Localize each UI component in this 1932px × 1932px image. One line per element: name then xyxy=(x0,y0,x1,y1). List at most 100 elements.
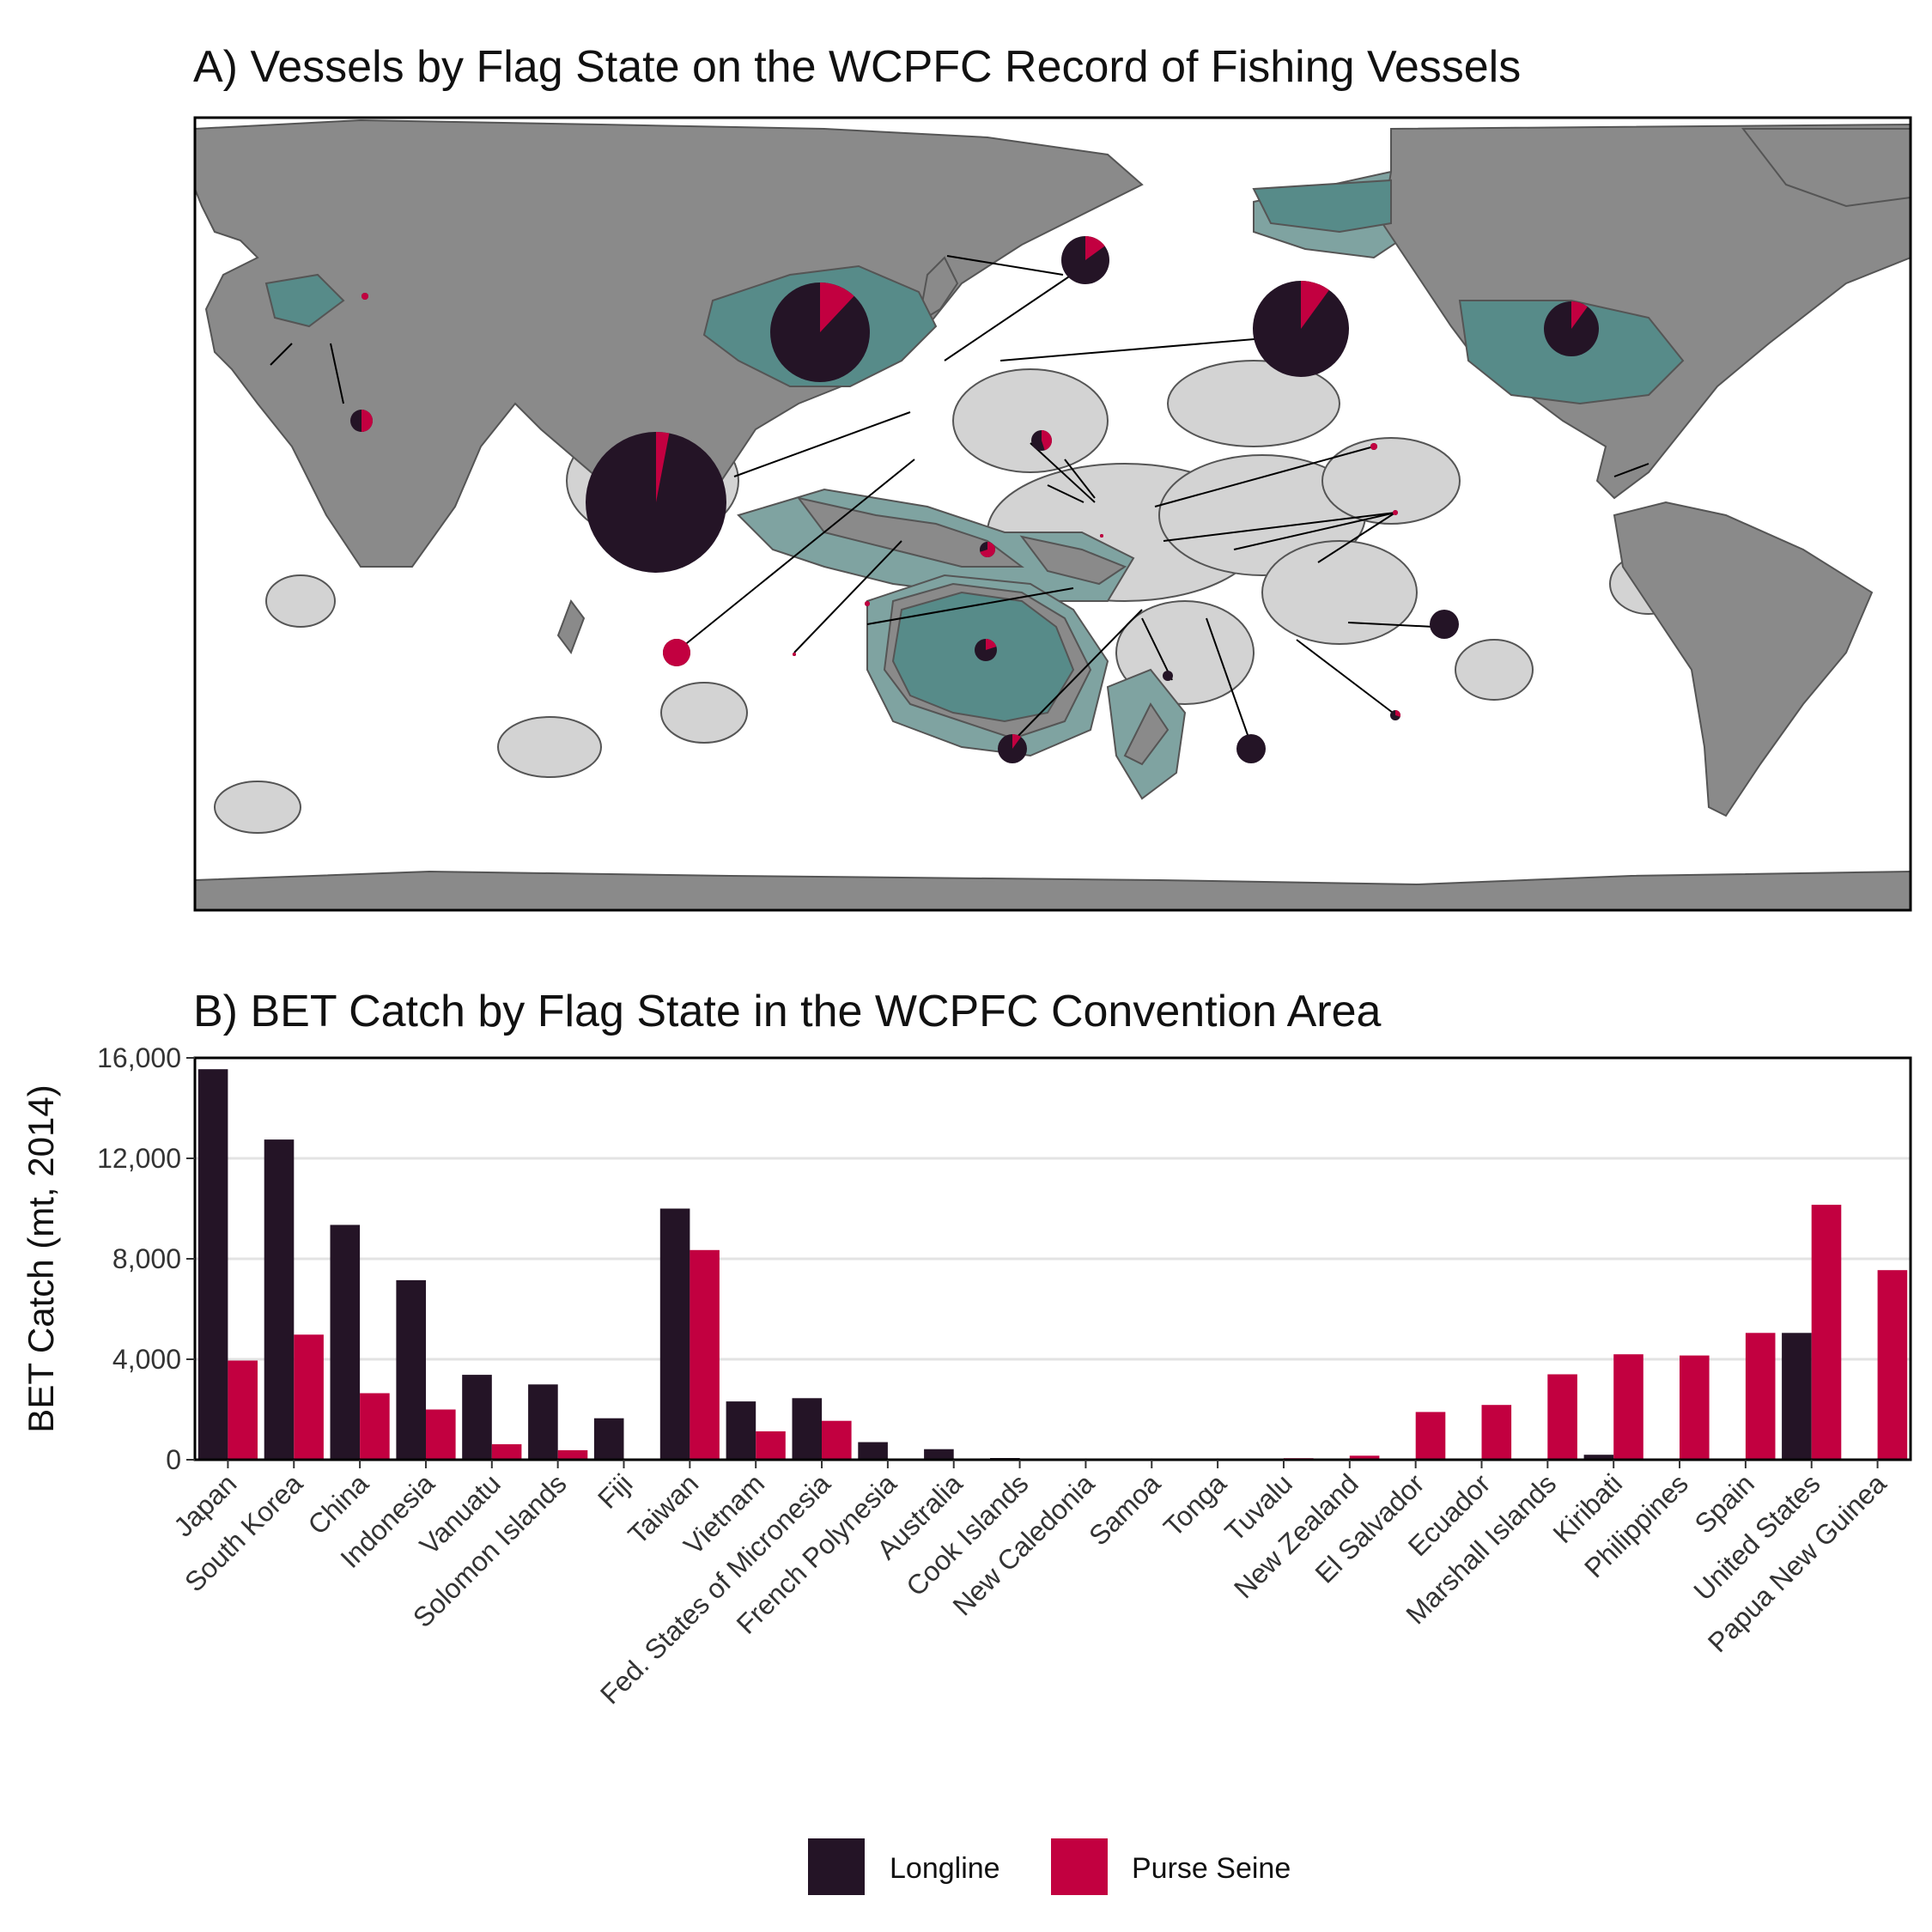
land xyxy=(1019,535,1127,586)
legend-label-purse-seine: Purse Seine xyxy=(1132,1852,1291,1885)
pie-purse-seine xyxy=(1301,281,1329,329)
y-tick-label: 12,000 xyxy=(97,1143,181,1174)
pie-purse-seine xyxy=(820,283,854,332)
leader-line xyxy=(944,267,1083,361)
bar-purse-seine xyxy=(1811,1205,1842,1460)
bar-purse-seine xyxy=(360,1393,390,1460)
map-frame xyxy=(193,116,1912,912)
leader-line xyxy=(866,587,1074,625)
bar-purse-seine xyxy=(1745,1333,1776,1460)
bar-purse-seine xyxy=(557,1449,588,1460)
bar-longline xyxy=(1583,1455,1614,1460)
member-land xyxy=(264,273,345,328)
eez-area xyxy=(1167,360,1340,447)
pie-purse-seine xyxy=(1571,301,1588,329)
bar-purse-seine xyxy=(294,1334,324,1460)
y-tick-label: 0 xyxy=(166,1444,181,1475)
land xyxy=(796,496,1024,568)
vessel-pie xyxy=(1253,281,1349,377)
panel-a-title: A) Vessels by Flag State on the WCPFC Re… xyxy=(193,42,1521,92)
pie-purse-seine xyxy=(986,639,997,650)
y-tick-label: 16,000 xyxy=(97,1042,181,1073)
pie-longline xyxy=(1236,734,1266,763)
leader-line xyxy=(1008,609,1143,746)
bar-longline xyxy=(197,1069,228,1460)
pie-purse-seine xyxy=(1042,430,1052,451)
pie-purse-seine xyxy=(361,293,368,300)
legend: Longline Purse Seine xyxy=(808,1838,1291,1895)
vessel-pie xyxy=(1390,710,1401,720)
pie-purse-seine xyxy=(1085,235,1105,260)
bar-purse-seine xyxy=(690,1249,720,1460)
leader-line xyxy=(1064,459,1096,499)
legend-swatch-longline xyxy=(808,1838,865,1895)
pie-purse-seine xyxy=(656,432,670,502)
vessel-pie xyxy=(1061,235,1109,284)
bar-longline xyxy=(1782,1333,1812,1460)
land xyxy=(195,118,1144,568)
land xyxy=(1613,501,1874,817)
pie-purse-seine xyxy=(793,653,796,656)
pie-purse-seine xyxy=(1012,733,1021,749)
bar-longline xyxy=(792,1398,823,1460)
leader-line xyxy=(1296,639,1394,714)
vessel-pie xyxy=(793,653,796,656)
pie-purse-seine xyxy=(1100,534,1103,538)
panel-b-title: B) BET Catch by Flag State in the WCPFC … xyxy=(193,987,1382,1036)
legend-swatch-purse-seine xyxy=(1051,1838,1108,1895)
pie-longline xyxy=(1430,610,1459,639)
member-land xyxy=(1252,179,1392,234)
bar-purse-seine xyxy=(822,1420,852,1460)
pie-purse-seine xyxy=(980,542,995,557)
vessel-pie xyxy=(350,410,373,432)
bar-longline xyxy=(528,1384,558,1461)
bar-longline xyxy=(726,1401,756,1460)
y-tick-label: 8,000 xyxy=(112,1243,181,1274)
bar-longline xyxy=(659,1208,690,1460)
leader-line xyxy=(677,459,915,651)
x-tick-label: Fiji xyxy=(592,1467,638,1514)
vessel-pie xyxy=(1430,610,1459,639)
vessel-pie xyxy=(361,293,368,300)
y-axis-title: BET Catch (mt, 2014) xyxy=(21,1084,61,1432)
land xyxy=(195,870,1911,910)
leader-line xyxy=(1317,512,1396,563)
vessel-pie xyxy=(1100,534,1103,538)
vessel-pie xyxy=(1393,510,1398,515)
bar-purse-seine xyxy=(1547,1374,1577,1460)
legend-label-longline: Longline xyxy=(890,1852,1000,1885)
leader-line xyxy=(1163,512,1396,542)
eez-area xyxy=(1321,437,1461,525)
land xyxy=(1741,128,1911,208)
bar-purse-seine xyxy=(228,1360,258,1460)
pie-purse-seine xyxy=(1395,710,1401,717)
bar-purse-seine xyxy=(1349,1455,1380,1460)
pie-purse-seine xyxy=(1393,510,1398,515)
pie-purse-seine xyxy=(361,410,373,432)
vessel-pie xyxy=(1370,443,1377,450)
bar-longline xyxy=(264,1139,295,1460)
leader-line xyxy=(1347,622,1435,628)
vessel-pie xyxy=(980,542,995,557)
eez-area xyxy=(952,368,1109,473)
x-tick-label: Samoa xyxy=(1083,1467,1166,1551)
vessel-pie xyxy=(1031,430,1052,451)
pie-purse-seine xyxy=(663,639,690,666)
eez-area xyxy=(660,682,748,744)
leader-line xyxy=(946,255,1064,276)
vessel-pie xyxy=(586,432,726,573)
eez-area xyxy=(265,574,336,628)
eez-area xyxy=(214,781,301,834)
vessel-pie xyxy=(865,601,870,606)
leader-line xyxy=(270,343,293,366)
vessel-pie xyxy=(1236,734,1266,763)
bar-purse-seine xyxy=(1481,1405,1512,1460)
bar-longline xyxy=(593,1418,624,1460)
eez-area xyxy=(1261,540,1418,645)
leader-line xyxy=(1154,446,1375,507)
pie-purse-seine xyxy=(865,601,870,606)
vessel-pie xyxy=(975,639,997,661)
eez-area xyxy=(1455,639,1534,701)
